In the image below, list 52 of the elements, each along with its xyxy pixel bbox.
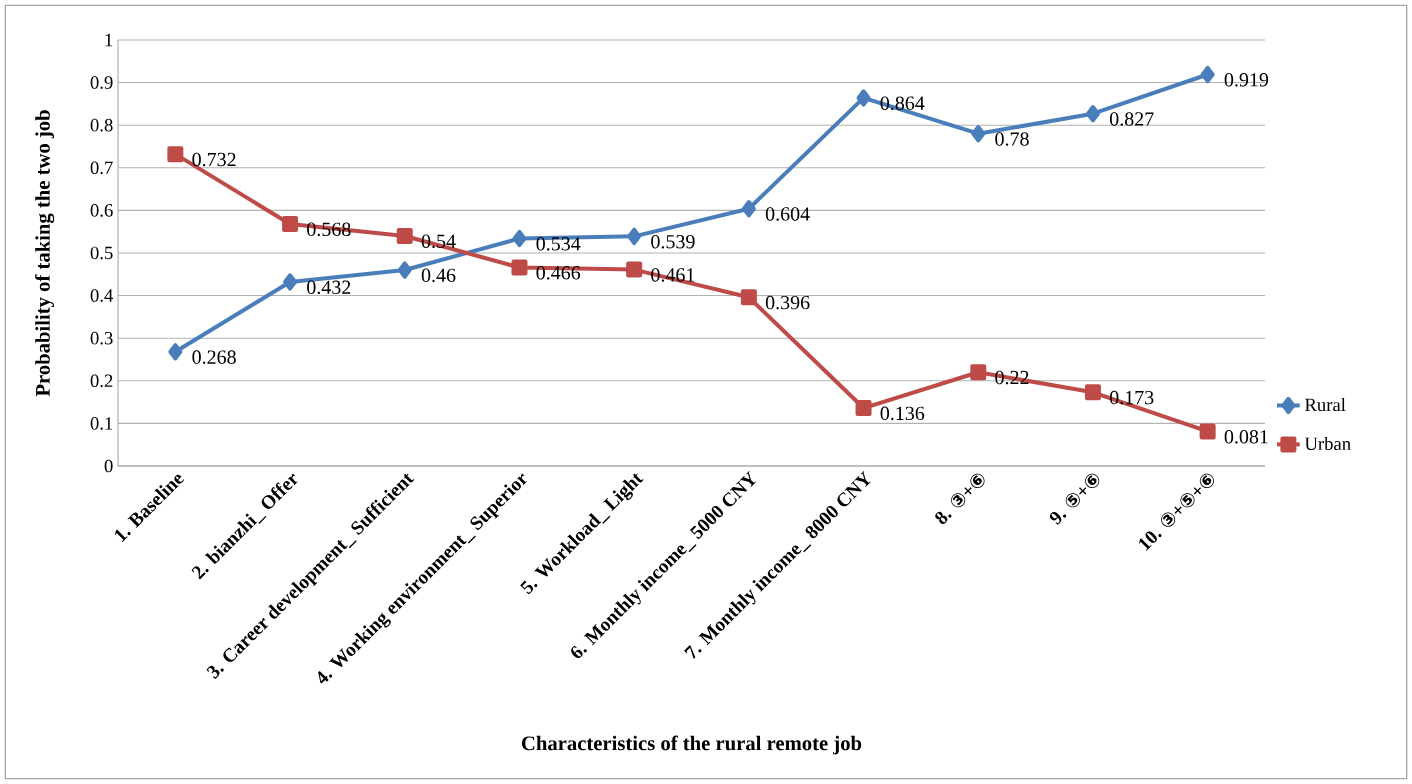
point [511, 259, 528, 276]
point [741, 200, 756, 218]
data-label: 0.919 [1224, 73, 1269, 87]
point [1084, 384, 1101, 401]
point [740, 289, 757, 306]
y-tick-label: 0.8 [90, 118, 113, 132]
data-label: 0.22 [995, 370, 1029, 385]
y-tick-label: 0.5 [90, 246, 113, 260]
y-tick-label: 0.6 [90, 204, 113, 217]
point [970, 364, 987, 381]
data-label: 0.539 [651, 234, 695, 249]
y-tick-label: 1 [105, 33, 113, 47]
data-label: 0.534 [536, 237, 581, 251]
point [396, 227, 413, 244]
point [168, 343, 183, 361]
point [626, 261, 643, 278]
y-tick-label: 0.3 [90, 331, 113, 345]
y-tick-label: 0.9 [90, 76, 113, 89]
y-tick-label: 0.4 [90, 289, 114, 302]
data-label: 0.268 [192, 350, 236, 364]
data-label: 0.396 [765, 295, 810, 310]
point [855, 400, 872, 417]
point [856, 89, 871, 107]
point [167, 146, 184, 163]
y-tick-label: 0.7 [90, 161, 113, 175]
y-tick-label: 0.2 [90, 374, 113, 388]
point [397, 261, 412, 279]
data-label: 0.173 [1109, 390, 1154, 405]
point [512, 229, 527, 248]
point [283, 273, 298, 291]
point [971, 125, 986, 143]
y-axis-title: Probability of taking the two job [35, 110, 55, 397]
data-label: 0.604 [765, 207, 810, 221]
point [1085, 105, 1100, 123]
data-label: 0.732 [192, 152, 236, 167]
point [282, 216, 299, 233]
data-label: 0.432 [307, 280, 351, 295]
x-axis-title: Characteristics of the rural remote job [521, 735, 862, 755]
data-label: 0.78 [995, 132, 1029, 146]
data-label: 0.827 [1109, 112, 1154, 126]
y-tick-label: 0.1 [90, 417, 113, 430]
point [1199, 423, 1216, 440]
y-tick-label: 0 [104, 459, 113, 473]
legend-label: Urban [1304, 436, 1351, 451]
data-label: 0.136 [880, 406, 925, 421]
data-label: 0.864 [880, 96, 925, 111]
legend-label: Rural [1304, 397, 1346, 412]
point [627, 227, 642, 246]
data-label: 0.081 [1224, 430, 1268, 444]
point [1200, 65, 1215, 84]
data-label: 0.46 [421, 268, 456, 283]
data-label: 0.466 [536, 266, 581, 280]
